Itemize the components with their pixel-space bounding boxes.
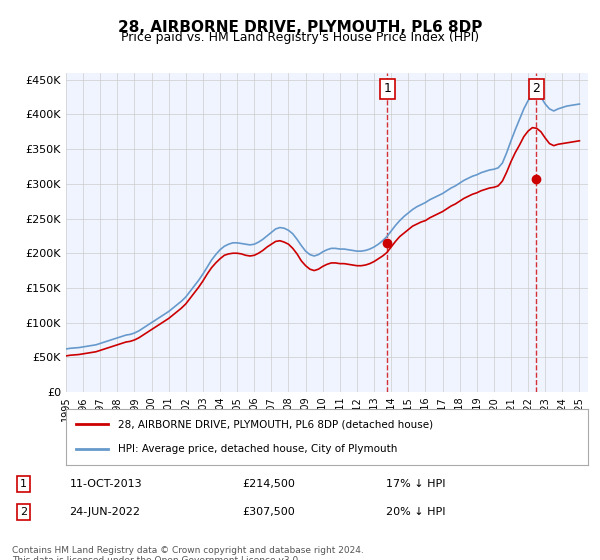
Text: £307,500: £307,500 <box>242 507 295 517</box>
Text: HPI: Average price, detached house, City of Plymouth: HPI: Average price, detached house, City… <box>118 444 398 454</box>
Text: 2: 2 <box>20 507 27 517</box>
Text: Contains HM Land Registry data © Crown copyright and database right 2024.
This d: Contains HM Land Registry data © Crown c… <box>12 546 364 560</box>
Text: 17% ↓ HPI: 17% ↓ HPI <box>386 479 446 489</box>
Text: 20% ↓ HPI: 20% ↓ HPI <box>386 507 446 517</box>
Text: 11-OCT-2013: 11-OCT-2013 <box>70 479 142 489</box>
Text: 24-JUN-2022: 24-JUN-2022 <box>70 507 140 517</box>
Text: 2: 2 <box>532 82 540 95</box>
Text: 28, AIRBORNE DRIVE, PLYMOUTH, PL6 8DP: 28, AIRBORNE DRIVE, PLYMOUTH, PL6 8DP <box>118 20 482 35</box>
Text: £214,500: £214,500 <box>242 479 295 489</box>
Text: 1: 1 <box>383 82 391 95</box>
Text: 28, AIRBORNE DRIVE, PLYMOUTH, PL6 8DP (detached house): 28, AIRBORNE DRIVE, PLYMOUTH, PL6 8DP (d… <box>118 419 433 430</box>
Text: 1: 1 <box>20 479 27 489</box>
Text: Price paid vs. HM Land Registry's House Price Index (HPI): Price paid vs. HM Land Registry's House … <box>121 31 479 44</box>
